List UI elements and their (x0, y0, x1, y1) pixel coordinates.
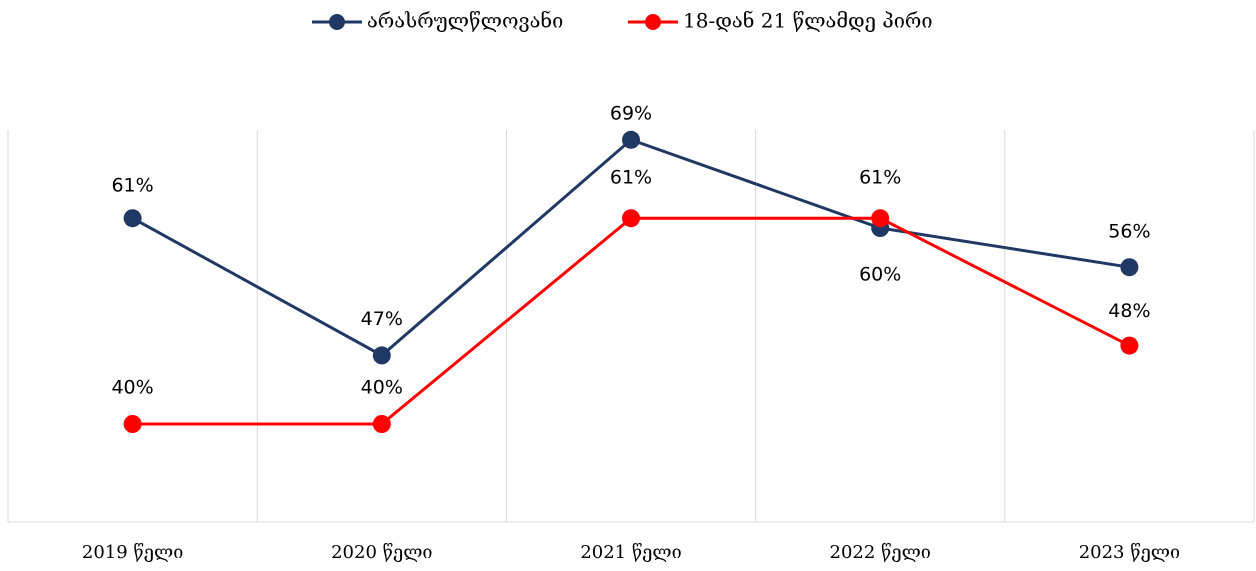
x-tick-label: 2019 წელი (82, 542, 183, 563)
x-tick-label: 2023 წელი (1079, 542, 1180, 563)
data-point (372, 346, 391, 365)
data-label: 61% (859, 167, 901, 189)
data-label: 56% (1108, 221, 1150, 243)
data-point (871, 209, 890, 228)
data-point (1120, 336, 1139, 355)
data-label: 60% (859, 264, 901, 286)
data-point (123, 209, 142, 228)
data-label: 47% (361, 308, 403, 330)
legend-marker (329, 14, 345, 30)
data-label: 61% (111, 175, 153, 197)
data-point (123, 415, 142, 433)
data-label: 69% (610, 102, 652, 124)
x-tick-label: 2022 წელი (830, 542, 931, 563)
data-point (622, 130, 640, 149)
series-line (132, 216, 1131, 426)
data-point (622, 209, 640, 228)
data-point (372, 415, 391, 433)
legend-label: 18-დან 21 წლამდე პირი (683, 9, 933, 33)
data-label: 61% (610, 167, 652, 189)
data-label: 40% (361, 377, 403, 399)
data-point (1120, 258, 1139, 277)
data-label: 40% (111, 377, 153, 399)
x-tick-label: 2020 წელი (331, 542, 432, 563)
x-tick-label: 2021 წელი (580, 542, 681, 563)
legend-marker (645, 14, 661, 30)
data-label: 48% (1108, 300, 1150, 322)
legend-label: არასრულწლოვანი (367, 9, 563, 33)
